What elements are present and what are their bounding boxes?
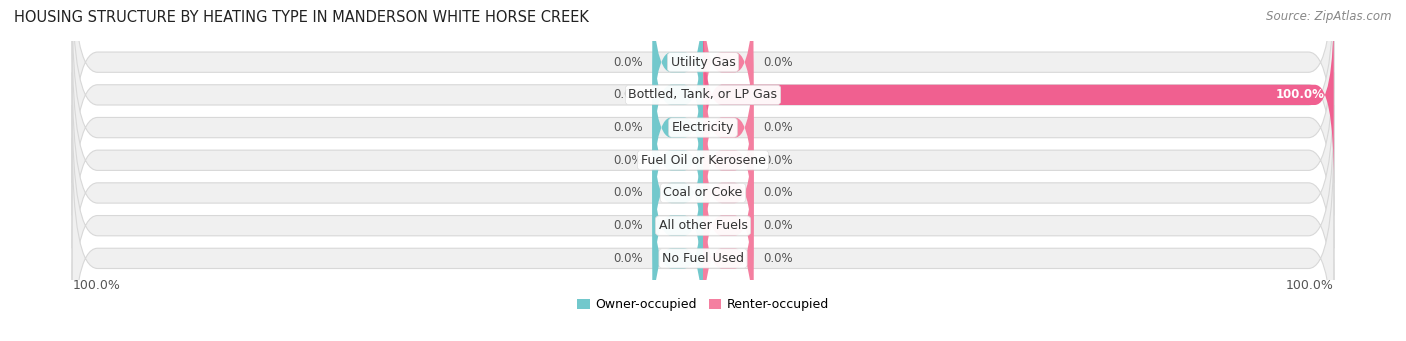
FancyBboxPatch shape xyxy=(703,138,754,314)
Text: HOUSING STRUCTURE BY HEATING TYPE IN MANDERSON WHITE HORSE CREEK: HOUSING STRUCTURE BY HEATING TYPE IN MAN… xyxy=(14,10,589,25)
FancyBboxPatch shape xyxy=(652,0,703,150)
FancyBboxPatch shape xyxy=(703,0,754,150)
Text: Bottled, Tank, or LP Gas: Bottled, Tank, or LP Gas xyxy=(628,88,778,101)
Text: 0.0%: 0.0% xyxy=(763,252,793,265)
Text: 0.0%: 0.0% xyxy=(613,88,643,101)
Text: 0.0%: 0.0% xyxy=(613,56,643,69)
FancyBboxPatch shape xyxy=(652,105,703,281)
Text: 0.0%: 0.0% xyxy=(763,219,793,232)
FancyBboxPatch shape xyxy=(72,7,1334,248)
Text: 0.0%: 0.0% xyxy=(613,121,643,134)
FancyBboxPatch shape xyxy=(72,0,1334,216)
Text: All other Fuels: All other Fuels xyxy=(658,219,748,232)
Text: 0.0%: 0.0% xyxy=(613,154,643,167)
Text: 100.0%: 100.0% xyxy=(1286,279,1334,292)
Text: 0.0%: 0.0% xyxy=(613,219,643,232)
Legend: Owner-occupied, Renter-occupied: Owner-occupied, Renter-occupied xyxy=(572,293,834,316)
Text: 0.0%: 0.0% xyxy=(763,187,793,199)
Text: Coal or Coke: Coal or Coke xyxy=(664,187,742,199)
Text: 0.0%: 0.0% xyxy=(763,121,793,134)
Text: Utility Gas: Utility Gas xyxy=(671,56,735,69)
FancyBboxPatch shape xyxy=(703,170,754,341)
FancyBboxPatch shape xyxy=(652,72,703,248)
Text: No Fuel Used: No Fuel Used xyxy=(662,252,744,265)
FancyBboxPatch shape xyxy=(703,72,754,248)
FancyBboxPatch shape xyxy=(72,138,1334,341)
FancyBboxPatch shape xyxy=(72,40,1334,281)
FancyBboxPatch shape xyxy=(652,170,703,341)
FancyBboxPatch shape xyxy=(652,40,703,216)
FancyBboxPatch shape xyxy=(652,138,703,314)
Text: 100.0%: 100.0% xyxy=(72,279,120,292)
FancyBboxPatch shape xyxy=(703,7,1334,183)
FancyBboxPatch shape xyxy=(703,40,754,216)
Text: 0.0%: 0.0% xyxy=(763,154,793,167)
Text: Electricity: Electricity xyxy=(672,121,734,134)
FancyBboxPatch shape xyxy=(72,72,1334,314)
Text: 0.0%: 0.0% xyxy=(613,252,643,265)
Text: 100.0%: 100.0% xyxy=(1275,88,1324,101)
FancyBboxPatch shape xyxy=(652,7,703,183)
Text: Fuel Oil or Kerosene: Fuel Oil or Kerosene xyxy=(641,154,765,167)
FancyBboxPatch shape xyxy=(72,105,1334,341)
FancyBboxPatch shape xyxy=(703,105,754,281)
Text: 0.0%: 0.0% xyxy=(763,56,793,69)
Text: Source: ZipAtlas.com: Source: ZipAtlas.com xyxy=(1267,10,1392,23)
FancyBboxPatch shape xyxy=(72,0,1334,183)
Text: 0.0%: 0.0% xyxy=(613,187,643,199)
